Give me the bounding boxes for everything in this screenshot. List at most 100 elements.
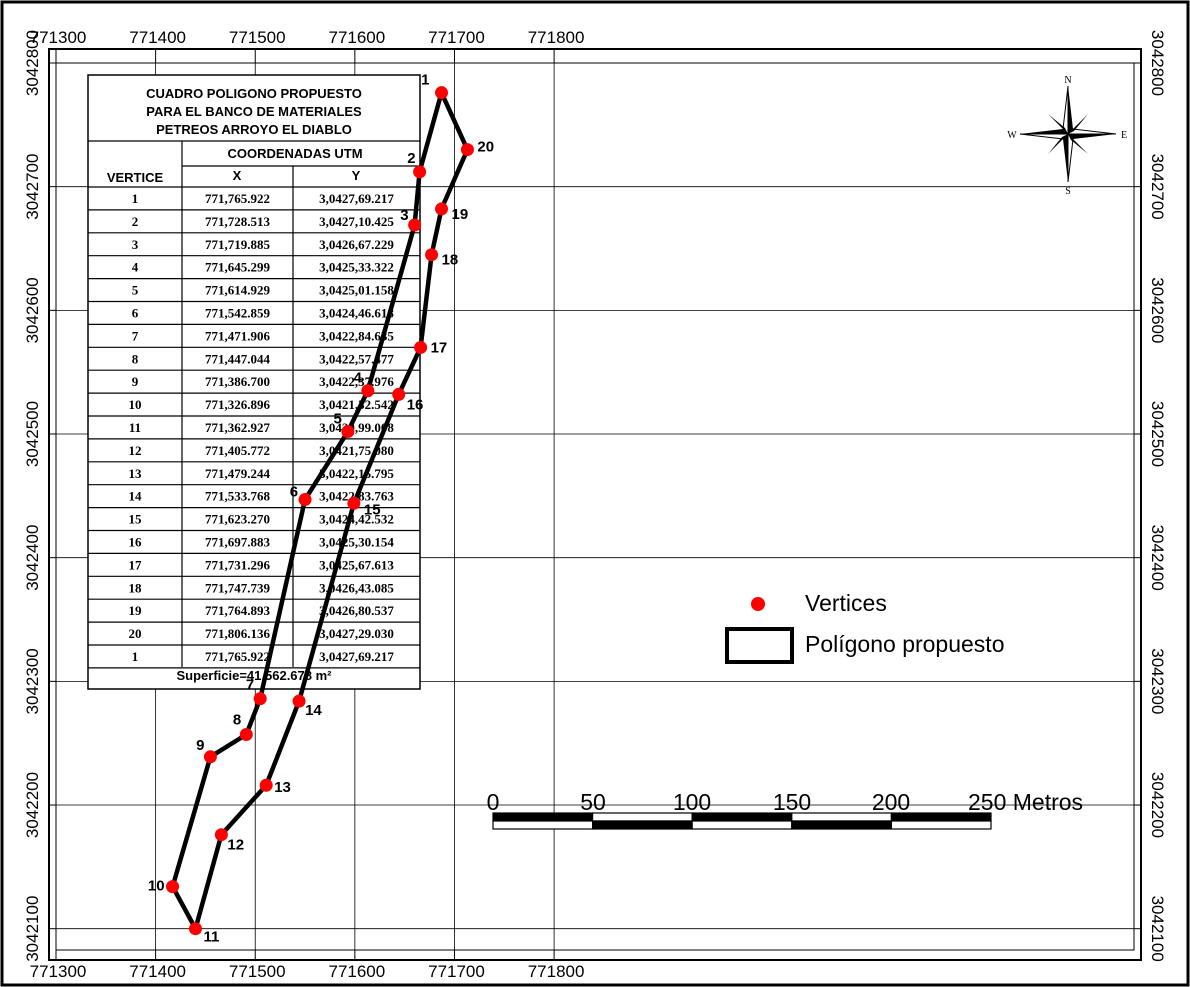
- table-cell-y: 3,0421,32.542: [319, 397, 394, 412]
- y-tick-label-right: 3042500: [1148, 401, 1167, 467]
- table-cell-x: 771,447.044: [205, 351, 271, 366]
- x-tick-label-top: 771700: [428, 28, 485, 47]
- y-tick-label-left: 3042100: [23, 896, 42, 962]
- table-cell-x: 771,471.906: [205, 328, 271, 343]
- vertex-point-3: [408, 218, 422, 232]
- y-tick-label-right: 3042800: [1148, 30, 1167, 96]
- vertex-point-4: [361, 384, 375, 398]
- x-tick-label-bottom: 771500: [229, 962, 286, 981]
- vertex-label-16: 16: [407, 396, 424, 413]
- table-cell-vertex: 11: [129, 420, 141, 435]
- table-cell-y: 3,0422,15.795: [319, 466, 394, 481]
- table-cell-y: 3,0425,67.613: [319, 557, 394, 572]
- table-cell-vertex: 13: [129, 466, 143, 481]
- table-cell-x: 771,719.885: [205, 237, 271, 252]
- x-tick-label-bottom: 771400: [129, 962, 186, 981]
- table-cell-x: 771,697.883: [205, 535, 271, 550]
- table-cell-x: 771,326.896: [205, 397, 271, 412]
- table-cell-vertex: 12: [129, 443, 142, 458]
- table-cell-x: 771,728.513: [205, 214, 271, 229]
- vertex-label-2: 2: [407, 150, 415, 167]
- table-cell-x: 771,806.136: [205, 626, 271, 641]
- table-cell-vertex: 20: [129, 626, 142, 641]
- table-cell-vertex: 3: [132, 237, 139, 252]
- y-tick-label-left: 3042200: [23, 772, 42, 838]
- y-tick-label-left: 3042800: [23, 30, 42, 96]
- table-cell-vertex: 10: [129, 397, 142, 412]
- vertex-label-19: 19: [452, 206, 469, 223]
- scale-segment-bottom: [691, 820, 793, 830]
- vertex-label-14: 14: [305, 702, 322, 719]
- vertex-label-18: 18: [442, 252, 459, 269]
- x-tick-label-top: 771600: [328, 28, 385, 47]
- scale-segment-bottom: [591, 820, 693, 830]
- vertex-points: [166, 86, 474, 936]
- table-cell-vertex: 5: [132, 283, 139, 298]
- y-tick-label-right: 3042700: [1148, 154, 1167, 220]
- vertex-point-18: [425, 248, 439, 262]
- table-cell-y: 3,0422,84.635: [319, 328, 394, 343]
- table-cell-vertex: 1: [132, 191, 139, 206]
- y-tick-label-left: 3042400: [23, 525, 42, 591]
- table-cell-x: 771,765.922: [205, 191, 270, 206]
- scale-segment-top: [492, 812, 594, 822]
- y-header: Y: [352, 168, 361, 183]
- compass-s: S: [1065, 186, 1071, 197]
- table-cell-vertex: 6: [132, 306, 139, 321]
- compass-rose-icon: N S E W: [1007, 75, 1127, 197]
- table-cell-vertex: 9: [132, 374, 139, 389]
- table-cell-y: 3,0427,69.217: [319, 191, 394, 206]
- legend-vertices-label: Vertices: [805, 590, 887, 616]
- vertex-point-13: [259, 778, 273, 792]
- vertex-label-13: 13: [274, 779, 291, 796]
- table-cell-y: 3,0427,69.217: [319, 649, 394, 664]
- vertex-point-9: [203, 750, 217, 764]
- table-cell-x: 771,764.893: [205, 603, 271, 618]
- table-cell-vertex: 8: [132, 351, 139, 366]
- table-cell-y: 3,0422,37.976: [319, 374, 394, 389]
- table-cell-vertex: 7: [132, 328, 139, 343]
- table-cell-y: 3,0426,80.537: [319, 603, 394, 618]
- table-cell-vertex: 18: [129, 580, 143, 595]
- scale-label-50: 50: [580, 789, 606, 815]
- table-cell-y: 3,0425,33.322: [319, 260, 394, 275]
- legend: Vertices Polígono propuesto: [725, 590, 1005, 664]
- table-grid: [88, 140, 420, 669]
- vertex-label-7: 7: [246, 677, 254, 694]
- vertex-label-10: 10: [148, 878, 165, 895]
- vertex-point-12: [214, 828, 228, 842]
- vertex-point-11: [188, 922, 202, 936]
- table-cell-vertex: 16: [129, 535, 143, 550]
- scale-segments: [492, 812, 992, 830]
- y-tick-label-left: 3042600: [23, 277, 42, 343]
- vertex-label-1: 1: [421, 72, 429, 89]
- vertex-point-20: [460, 143, 474, 157]
- table-cell-y: 3,0427,10.425: [319, 214, 394, 229]
- vertex-header: VERTICE: [107, 170, 164, 185]
- y-tick-label-right: 3042100: [1148, 896, 1167, 962]
- x-tick-label-top: 771500: [229, 28, 286, 47]
- y-tick-label-right: 3042300: [1148, 648, 1167, 714]
- table-rows: 1 771,765.922 3,0427,69.217 2 771,728.513 3,0…: [129, 191, 395, 664]
- table-cell-y: 3,0422,57.477: [319, 351, 394, 366]
- y-tick-label-left: 3042500: [23, 401, 42, 467]
- table-title-line-2: PARA EL BANCO DE MATERIALES: [146, 104, 362, 119]
- table-cell-vertex: 4: [132, 260, 139, 275]
- vertex-label-8: 8: [233, 712, 241, 729]
- vertex-point-16: [392, 387, 406, 401]
- table-cell-y: 3,0427,29.030: [319, 626, 394, 641]
- table-cell-vertex: 15: [129, 512, 143, 527]
- scale-label-200: 200: [872, 789, 910, 815]
- table-cell-y: 3,0420,99.008: [319, 420, 394, 435]
- table-cell-y: 3,0426,67.229: [319, 237, 394, 252]
- table-cell-x: 771,479.244: [205, 466, 271, 481]
- table-cell-x: 771,362.927: [205, 420, 271, 435]
- table-cell-x: 771,623.270: [205, 512, 270, 527]
- x-tick-label-top: 771400: [129, 28, 186, 47]
- x-tick-label-bottom: 771300: [30, 962, 87, 981]
- scale-segment-bottom: [890, 820, 992, 830]
- table-cell-vertex: 2: [132, 214, 139, 229]
- table-cell-y: 3,0424,42.532: [319, 512, 394, 527]
- vertex-point-6: [298, 493, 312, 507]
